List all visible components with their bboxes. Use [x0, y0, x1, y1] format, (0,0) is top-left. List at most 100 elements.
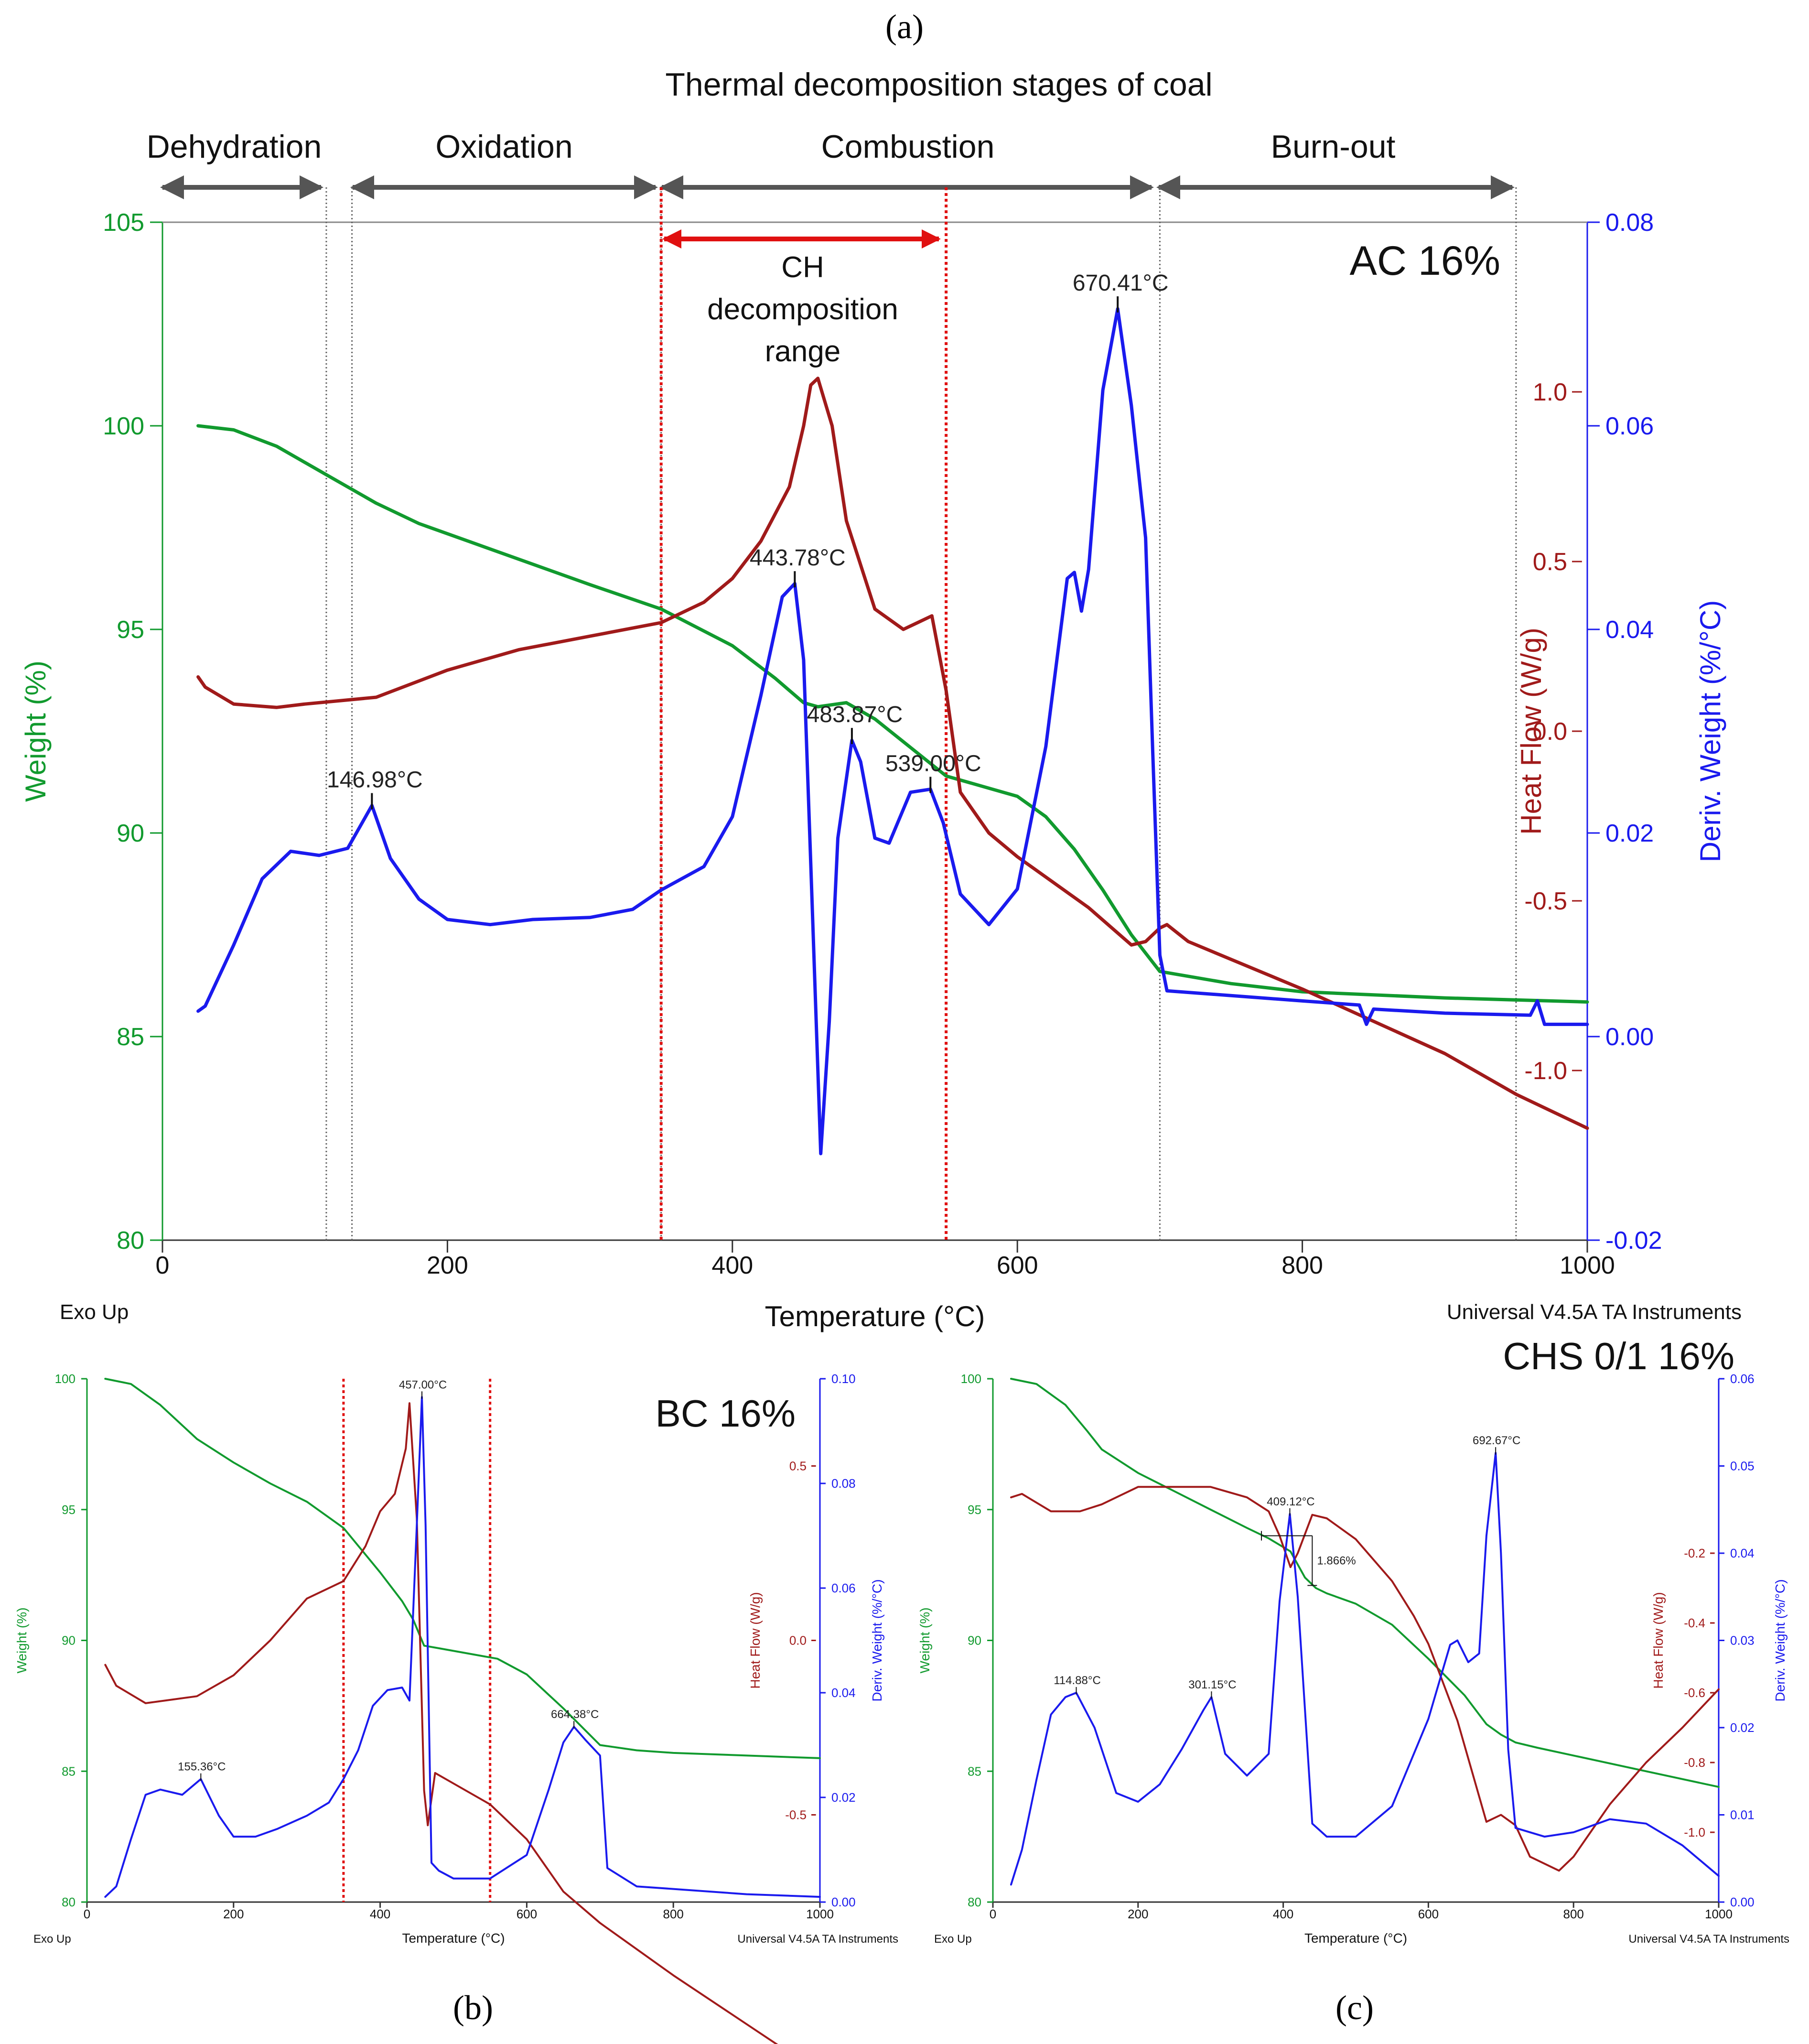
y-axis-heat-label: Heat Flow (W/g): [1515, 627, 1547, 834]
chart-title: AC 16%: [1350, 238, 1501, 284]
exo-up-b: Exo Up: [33, 1933, 71, 1946]
heat-tick-label: 0.0: [789, 1633, 807, 1648]
x-tick-label: 600: [997, 1252, 1038, 1279]
weight-tick-label: 80: [968, 1895, 981, 1909]
x-axis-label: Temperature (°C): [402, 1931, 505, 1946]
x-tick-label: 400: [1273, 1907, 1293, 1921]
x-tick-label: 800: [1563, 1907, 1584, 1921]
chart-panel-b: 0 200 400 600 800 1000 80 85 90 95 100 -0.5 0.0 0.5 0.…: [14, 1372, 884, 2044]
stage-label-combustion: Combustion: [821, 129, 995, 165]
series-line-deriv: [196, 307, 1589, 1156]
weight-tick-label: 85: [117, 1023, 144, 1051]
heat-tick-label: -0.5: [1524, 887, 1567, 915]
deriv-tick-label: 0.01: [1730, 1808, 1755, 1822]
weight-tick-label: 95: [968, 1503, 981, 1517]
stage-label-burnout: Burn-out: [1271, 129, 1396, 165]
x-tick-label: 600: [517, 1907, 537, 1921]
y-axis-heat-label: Heat Flow (W/g): [748, 1592, 763, 1688]
deriv-tick-label: 0.04: [1730, 1546, 1755, 1560]
x-tick-label: 600: [1418, 1907, 1439, 1921]
x-tick-label: 0: [156, 1252, 170, 1279]
chart-title: CHS 0/1 16%: [1503, 1335, 1734, 1377]
ch-range-label-line3: range: [765, 335, 841, 368]
series-line-weight: [104, 1378, 821, 1759]
x-tick-label: 200: [427, 1252, 468, 1279]
deriv-tick-label: 0.05: [1730, 1459, 1755, 1473]
deriv-tick-label: 0.08: [831, 1476, 856, 1491]
deriv-tick-label: -0.02: [1605, 1227, 1662, 1255]
stages-title: Thermal decomposition stages of coal: [665, 66, 1212, 103]
x-axis-label: Temperature (°C): [1304, 1931, 1407, 1946]
deriv-tick-label: 0.00: [831, 1895, 856, 1909]
weight-tick-label: 90: [968, 1633, 981, 1648]
panel-label-b: (b): [453, 1989, 493, 2027]
step-annotation: 1.866%: [1317, 1555, 1356, 1568]
peak-annotation: 670.41°C: [1073, 270, 1169, 296]
weight-tick-label: 95: [117, 616, 144, 644]
peak-annotation: 692.67°C: [1473, 1434, 1520, 1447]
deriv-tick-label: 0.06: [1605, 412, 1654, 440]
series-line-weight: [196, 424, 1589, 1004]
y-axis-heat-label: Heat Flow (W/g): [1651, 1592, 1666, 1688]
heat-tick-label: 0.5: [789, 1459, 807, 1473]
series-line-heat: [1010, 1486, 1720, 1872]
weight-tick-label: 85: [62, 1764, 75, 1778]
series-line-heat: [104, 1402, 778, 2044]
heat-tick-label: 0.5: [1533, 548, 1567, 576]
deriv-tick-label: 0.04: [831, 1686, 856, 1700]
heat-tick-label: -1.0: [1524, 1057, 1567, 1085]
deriv-tick-label: 0.06: [1730, 1372, 1755, 1386]
series-line-deriv: [1010, 1452, 1720, 1886]
weight-tick-label: 90: [62, 1633, 75, 1648]
x-tick-label: 1000: [806, 1907, 834, 1921]
x-tick-label: 400: [370, 1907, 390, 1921]
x-axis-label: Temperature (°C): [765, 1300, 985, 1332]
y-axis-weight-label: Weight (%): [917, 1608, 932, 1674]
x-tick-label: 400: [711, 1252, 753, 1279]
deriv-tick-label: 0.00: [1605, 1023, 1654, 1051]
x-tick-label: 0: [84, 1907, 90, 1921]
deriv-tick-label: 0.02: [831, 1790, 856, 1805]
panel-label-a: (a): [885, 8, 924, 46]
instrument-a: Universal V4.5A TA Instruments: [1447, 1300, 1742, 1324]
peak-annotation: 155.36°C: [178, 1761, 226, 1774]
weight-tick-label: 95: [62, 1503, 75, 1517]
peak-annotation: 483.87°C: [807, 702, 903, 727]
deriv-tick-label: 0.00: [1730, 1895, 1755, 1909]
weight-tick-label: 80: [117, 1227, 144, 1255]
deriv-tick-label: 0.03: [1730, 1633, 1755, 1648]
peak-annotation: 457.00°C: [399, 1378, 447, 1391]
series-line-deriv: [104, 1396, 821, 1898]
deriv-tick-label: 0.04: [1605, 616, 1654, 644]
deriv-tick-label: 0.10: [831, 1372, 856, 1386]
peak-annotation: 539.00°C: [885, 751, 981, 776]
stage-label-oxidation: Oxidation: [435, 129, 572, 165]
stage-label-dehydration: Dehydration: [147, 129, 322, 165]
heat-tick-label: -0.5: [785, 1808, 807, 1822]
instrument-c: Universal V4.5A TA Instruments: [1628, 1933, 1789, 1946]
peak-annotation: 114.88°C: [1054, 1674, 1101, 1687]
heat-tick-label: -0.4: [1684, 1616, 1705, 1630]
y-axis-weight-label: Weight (%): [14, 1608, 29, 1674]
heat-tick-label: -0.6: [1684, 1686, 1705, 1700]
x-tick-label: 800: [663, 1907, 684, 1921]
chart-panel-a: 0 200 400 600 800 1000 80 85 90 95 100 105 -1.0 -0.5 0…: [20, 187, 1726, 1332]
peak-annotation: 409.12°C: [1267, 1495, 1314, 1508]
heat-tick-label: 1.0: [1533, 379, 1567, 406]
deriv-tick-label: 0.06: [831, 1581, 856, 1595]
heat-tick-label: -0.8: [1684, 1755, 1705, 1770]
x-tick-label: 200: [1128, 1907, 1148, 1921]
y-axis-deriv-label: Deriv. Weight (%/°C): [1694, 600, 1726, 863]
series-line-weight: [1010, 1378, 1720, 1788]
peak-annotation: 146.98°C: [327, 767, 423, 792]
ch-range-label-line2: decomposition: [707, 293, 898, 326]
deriv-tick-label: 0.02: [1730, 1720, 1755, 1735]
peak-annotation: 443.78°C: [750, 545, 846, 571]
x-tick-label: 0: [990, 1907, 996, 1921]
y-axis-deriv-label: Deriv. Weight (%/°C): [870, 1579, 884, 1702]
x-tick-label: 800: [1281, 1252, 1323, 1279]
heat-tick-label: -1.0: [1684, 1825, 1705, 1839]
weight-tick-label: 80: [62, 1895, 75, 1909]
chart-title: BC 16%: [656, 1392, 796, 1435]
chart-panel-c: 0 200 400 600 800 1000 80 85 90 95 100 -1.0 -0.8 -0.6…: [917, 1335, 1787, 1946]
